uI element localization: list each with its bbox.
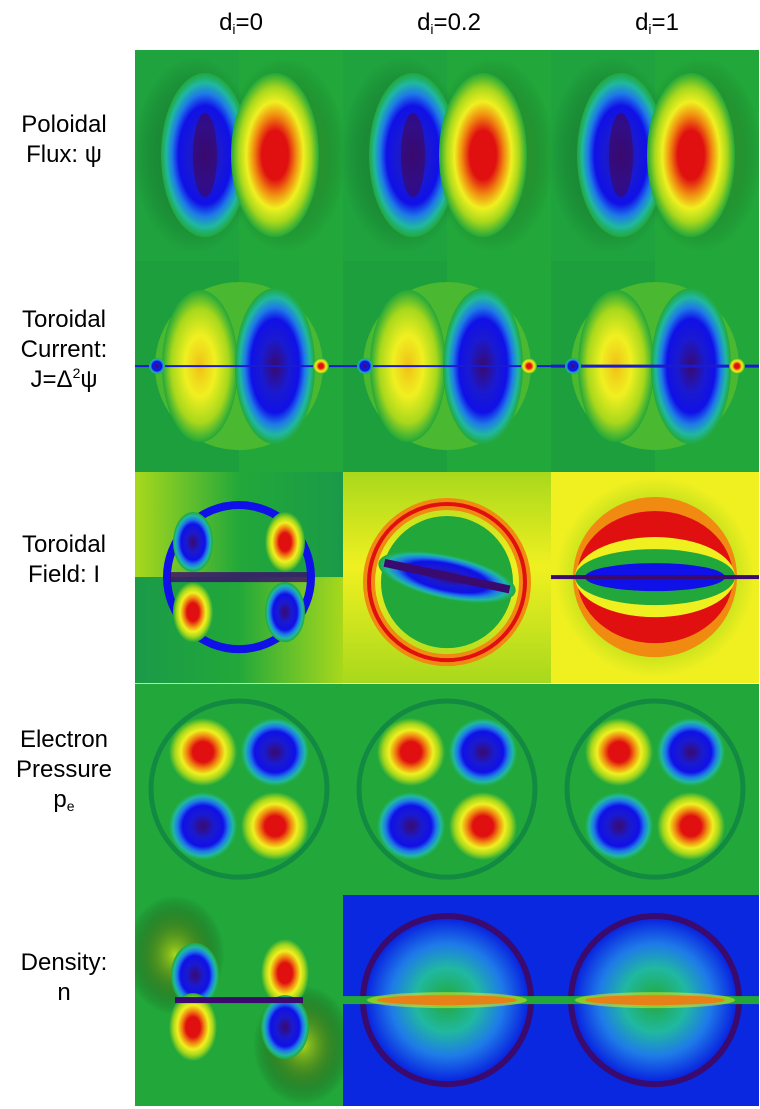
contour-panel-toroidal-current-di-1: [551, 261, 759, 473]
contour-panel-toroidal-field-di-1: [551, 472, 759, 684]
column-header-di-1: di=1: [635, 9, 679, 37]
contour-plot-toroidal-field-di-0: [135, 472, 343, 684]
row-label-toroidal-current: Toroidal Current: J=Δ2ψ: [20, 306, 108, 393]
contour-plot-density-di-1: [551, 894, 759, 1106]
column-header-di-0: di=0: [219, 9, 263, 37]
contour-plot-electron-pressure-di-0-2: [343, 683, 551, 895]
contour-panel-toroidal-field-di-0: [135, 472, 343, 684]
contour-panel-electron-pressure-di-0: [135, 683, 343, 895]
contour-panel-electron-pressure-di-0-2: [343, 683, 551, 895]
contour-panel-toroidal-current-di-0-2: [343, 261, 551, 473]
contour-panel-density-di-0-2: [343, 894, 551, 1106]
contour-panel-electron-pressure-di-1: [551, 683, 759, 895]
contour-plot-toroidal-field-di-0-2: [343, 472, 551, 684]
contour-plot-grid: [135, 50, 759, 1106]
contour-plot-poloidal-flux-di-0-2: [343, 50, 551, 262]
contour-plot-density-di-0: [135, 894, 343, 1106]
row-label-electron-pressure: Electron Pressure pe: [15, 726, 113, 814]
contour-panel-toroidal-field-di-0-2: [343, 472, 551, 684]
contour-panel-poloidal-flux-di-0: [135, 50, 343, 262]
contour-plot-toroidal-current-di-0-2: [343, 261, 551, 473]
contour-plot-electron-pressure-di-0: [135, 683, 343, 895]
row-label-poloidal-flux: Poloidal Flux: ψ: [21, 111, 107, 168]
row-label-density: Density: n: [20, 949, 108, 1006]
row-label-toroidal-field: Toroidal Field: I: [21, 531, 107, 588]
contour-plot-toroidal-current-di-0: [135, 261, 343, 473]
contour-panel-poloidal-flux-di-1: [551, 50, 759, 262]
contour-panel-poloidal-flux-di-0-2: [343, 50, 551, 262]
contour-plot-electron-pressure-di-1: [551, 683, 759, 895]
contour-plot-poloidal-flux-di-1: [551, 50, 759, 262]
contour-plot-toroidal-current-di-1: [551, 261, 759, 473]
contour-plot-poloidal-flux-di-0: [135, 50, 343, 262]
contour-plot-density-di-0-2: [343, 894, 551, 1106]
contour-panel-toroidal-current-di-0: [135, 261, 343, 473]
contour-plot-toroidal-field-di-1: [551, 472, 759, 684]
column-header-di-0-2: di=0.2: [417, 9, 481, 37]
contour-panel-density-di-0: [135, 894, 343, 1106]
contour-panel-density-di-1: [551, 894, 759, 1106]
